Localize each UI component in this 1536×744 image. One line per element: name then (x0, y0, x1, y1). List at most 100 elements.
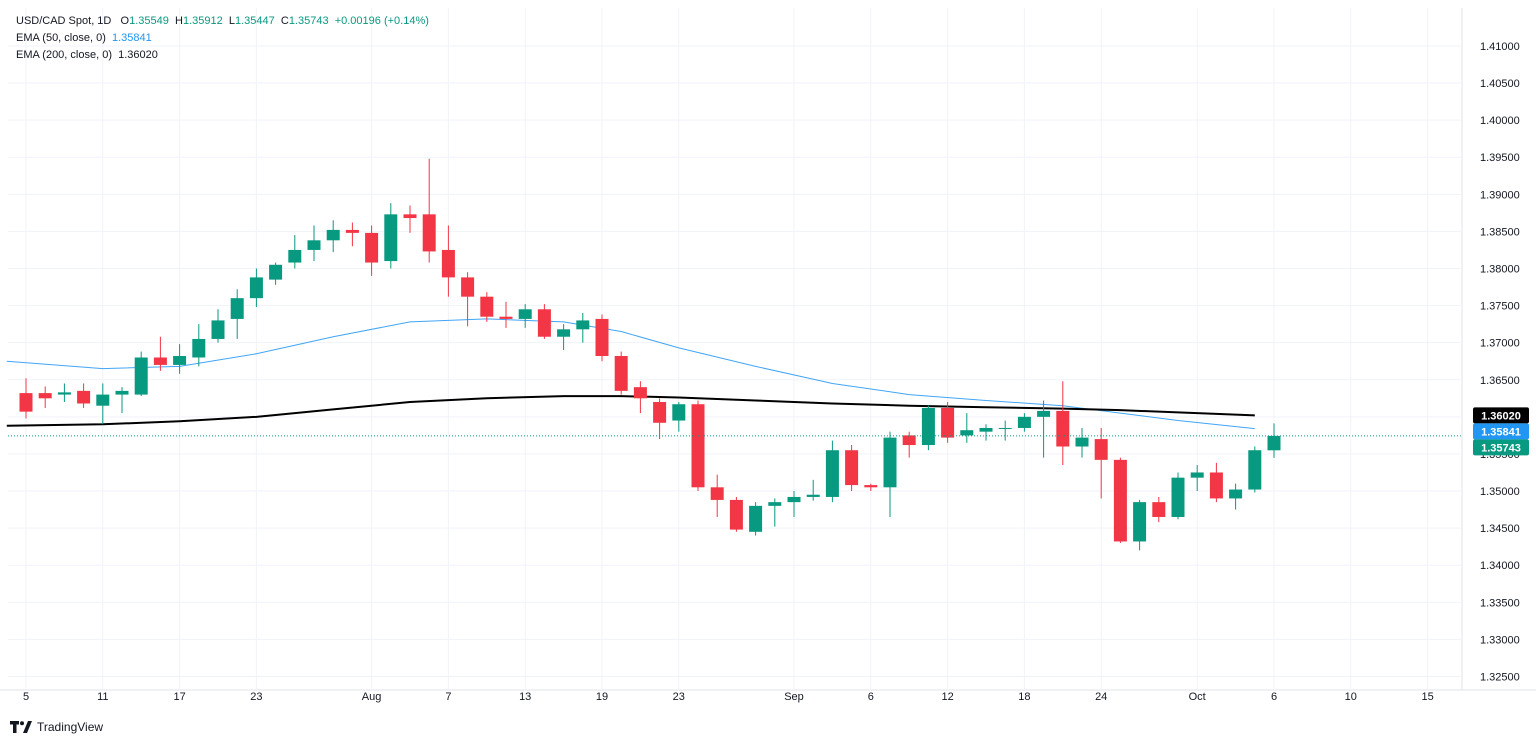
candle-up (787, 491, 801, 517)
price-label-text: 1.36020 (1481, 410, 1521, 422)
chart-legend: USD/CAD Spot, 1D O1.35549 H1.35912 L1.35… (16, 13, 429, 64)
candle-body (710, 487, 724, 500)
candle-body (1037, 410, 1051, 417)
ema200-label: EMA (200, close, 0) (16, 49, 112, 61)
price-axis[interactable]: 1.32500 1.33000 1.33500 1.34000 1.34500 1.350… (1480, 41, 1520, 683)
candle-body (576, 320, 590, 330)
candle-down (614, 351, 628, 395)
ema50-line (6, 318, 1255, 430)
candle-up (825, 440, 839, 503)
candle-body (134, 357, 148, 395)
candle-body (38, 393, 52, 399)
candle-body (653, 402, 667, 423)
candle-down (691, 400, 705, 492)
candle-body (1267, 435, 1281, 451)
candle-up (883, 431, 897, 517)
candle-body (806, 494, 820, 497)
time-tick-label: 24 (1095, 691, 1107, 703)
candle-down (422, 158, 436, 263)
price-tick-label: 1.40500 (1480, 78, 1520, 90)
candle-down (1152, 496, 1166, 523)
candle-body (1190, 472, 1204, 478)
candle-body (57, 392, 71, 395)
open-label: O (120, 15, 130, 27)
ohlc-row: USD/CAD Spot, 1D O1.35549 H1.35912 L1.35… (16, 13, 429, 30)
time-tick-label: 23 (673, 691, 685, 703)
ema50-value: 1.35841 (112, 32, 152, 44)
price-label-badge: 1.35743 (1473, 439, 1529, 456)
candle-up (288, 235, 302, 269)
candle-body (1209, 472, 1223, 499)
candle-body (1017, 416, 1031, 428)
price-label-text: 1.35841 (1481, 426, 1521, 438)
change-value: +0.00196 (+0.14%) (334, 15, 429, 27)
time-tick-label: 7 (445, 691, 451, 703)
price-tick-label: 1.40000 (1480, 115, 1520, 127)
time-tick-label: Aug (362, 691, 382, 703)
candle-body (557, 329, 571, 337)
candle-up (806, 479, 820, 501)
price-tick-label: 1.33500 (1480, 597, 1520, 609)
price-tick-label: 1.34500 (1480, 523, 1520, 535)
candle-body (307, 240, 321, 250)
candle-body (1248, 450, 1262, 490)
symbol-label[interactable]: USD/CAD Spot, 1D (16, 15, 112, 27)
candle-body (1171, 477, 1185, 517)
candle-body (941, 407, 955, 438)
candle-up (269, 262, 283, 285)
candle-body (288, 249, 302, 263)
ema-lines (6, 318, 1255, 430)
candle-body (595, 318, 609, 357)
time-axis[interactable]: 5 11 17 23 Aug 7 13 19 23 Sep 6 12 18 24 Oct 6 10 15 (23, 691, 1434, 703)
candle-body (173, 356, 187, 365)
candle-body (345, 229, 359, 233)
candle-up (57, 383, 71, 403)
chart-grid (0, 8, 1536, 691)
price-tick-label: 1.38000 (1480, 263, 1520, 275)
candle-up (1171, 472, 1185, 520)
candle-up (960, 413, 974, 443)
ema200-line (6, 395, 1255, 427)
price-tick-label: 1.35000 (1480, 486, 1520, 498)
candle-body (249, 277, 263, 299)
candle-body (403, 214, 417, 219)
candle-up (1267, 423, 1281, 458)
price-tick-label: 1.33000 (1480, 634, 1520, 646)
candle-body (518, 309, 532, 319)
time-tick-label: 17 (173, 691, 185, 703)
price-label-text: 1.35743 (1481, 442, 1521, 454)
candle-up (672, 402, 686, 432)
candle-body (1133, 502, 1147, 542)
ema200-row[interactable]: EMA (200, close, 0) 1.36020 (16, 47, 429, 64)
open-value: 1.35549 (129, 15, 169, 27)
candle-body (883, 437, 897, 488)
candle-body (192, 338, 206, 358)
candle-down (403, 205, 417, 233)
tradingview-brand[interactable]: TradingView (10, 720, 103, 734)
candle-down (441, 225, 455, 297)
ema200-value: 1.36020 (118, 49, 158, 61)
candle-down (461, 272, 475, 327)
candle-body (614, 356, 628, 391)
candle-body (691, 404, 705, 488)
candle-up (749, 502, 763, 536)
candle-up (1229, 483, 1243, 510)
brand-name: TradingView (37, 720, 104, 734)
time-tick-label: 11 (97, 691, 108, 703)
candle-up (518, 304, 532, 328)
candle-up (134, 351, 148, 397)
candle-body (768, 502, 782, 506)
price-tick-label: 1.36500 (1480, 375, 1520, 387)
time-tick-label: 6 (868, 691, 874, 703)
candle-body (480, 296, 494, 317)
ema50-row[interactable]: EMA (50, close, 0) 1.35841 (16, 30, 429, 47)
high-label: H (175, 15, 183, 27)
candle-body (672, 404, 686, 421)
candle-body (211, 320, 225, 339)
candle-body (998, 427, 1012, 429)
candle-body (1113, 459, 1127, 542)
candle-up (921, 405, 935, 451)
candle-body (864, 485, 878, 488)
ema50-label: EMA (50, close, 0) (16, 32, 106, 44)
